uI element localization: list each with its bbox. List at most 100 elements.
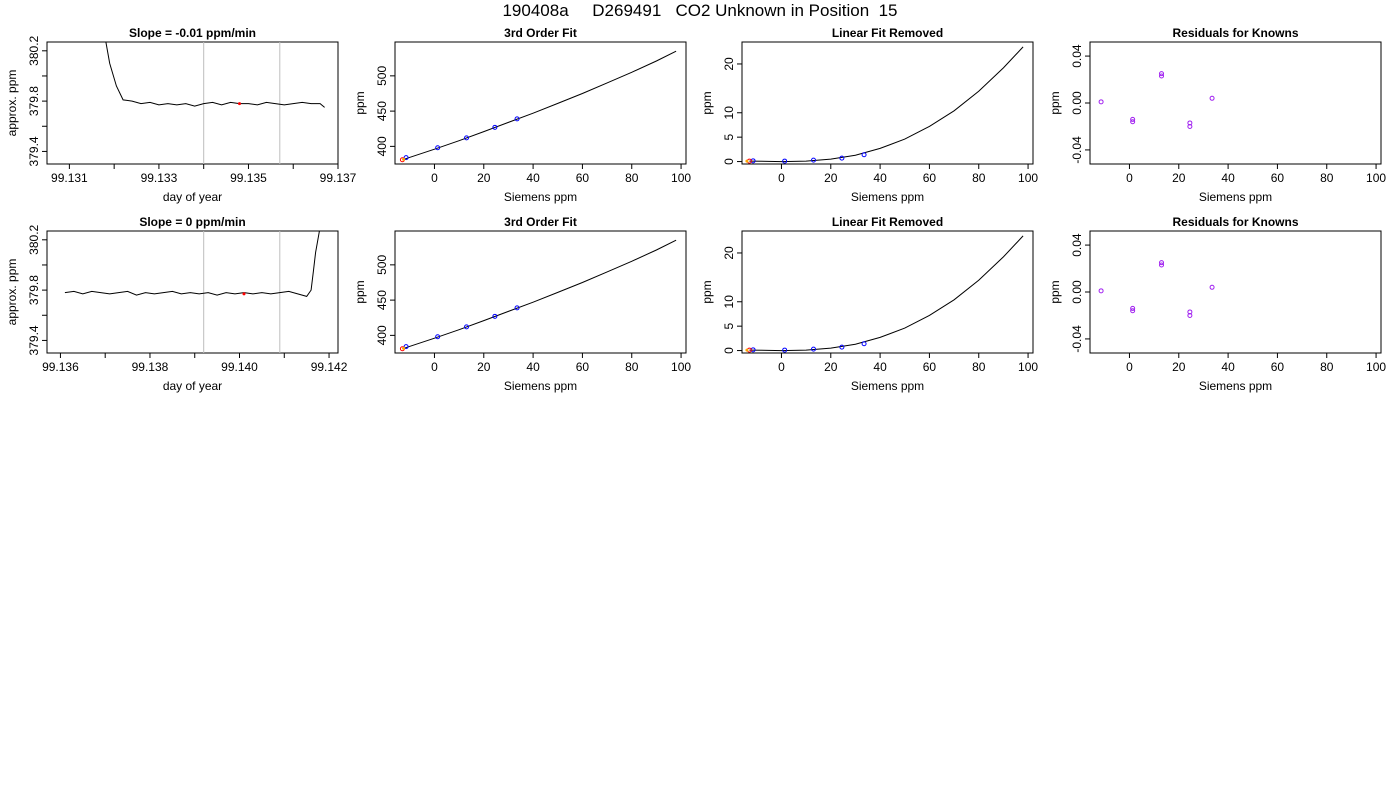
orange-point xyxy=(402,346,406,350)
y-tick-label: 5 xyxy=(722,323,736,330)
chart-panel: Slope = -0.01 ppm/min 99.131 99.133 99.135 9… xyxy=(5,26,357,204)
y-axis-label: approx. ppm xyxy=(5,70,19,137)
x-tick-label: 40 xyxy=(873,360,887,374)
orange-point xyxy=(402,157,406,161)
x-tick-label: 40 xyxy=(526,171,540,185)
y-tick-label: 10 xyxy=(722,106,736,120)
y-tick-label: 379.8 xyxy=(27,275,41,305)
x-tick-label: 40 xyxy=(1221,360,1235,374)
plot-content xyxy=(745,46,1024,164)
x-tick-label: 0 xyxy=(431,360,438,374)
known-point xyxy=(403,344,409,350)
known-point xyxy=(861,341,867,347)
known-point xyxy=(811,346,817,352)
page-title: 190408a D269491 CO2 Unknown in Position … xyxy=(502,1,898,20)
plot-frame xyxy=(394,230,687,354)
y-tick-label: -0.04 xyxy=(1070,325,1084,353)
residual-point xyxy=(1130,116,1136,122)
chart-title: Residuals for Knowns xyxy=(1172,215,1298,229)
known-point xyxy=(782,347,788,353)
plot-frame xyxy=(741,41,1034,165)
x-tick-label: 99.138 xyxy=(132,360,169,374)
y-tick-label: 0 xyxy=(722,158,736,165)
x-tick-label: 100 xyxy=(1018,360,1038,374)
known-point xyxy=(839,155,845,161)
x-tick-label: 100 xyxy=(1366,360,1386,374)
chart-title: Slope = -0.01 ppm/min xyxy=(129,26,256,40)
plot-frame xyxy=(46,41,339,165)
x-tick-label: 60 xyxy=(576,360,590,374)
plot-content xyxy=(745,235,1024,353)
known-point xyxy=(464,324,470,330)
x-tick-label: 40 xyxy=(526,360,540,374)
plot-content xyxy=(105,42,325,164)
orange-point xyxy=(745,348,749,352)
known-point xyxy=(403,155,409,161)
x-tick-label: 20 xyxy=(824,360,838,374)
x-tick-label: 100 xyxy=(671,360,691,374)
y-axis-label: approx. ppm xyxy=(5,259,19,326)
y-tick-label: 10 xyxy=(722,295,736,309)
x-tick-label: 100 xyxy=(1018,171,1038,185)
y-tick-label: 500 xyxy=(375,66,389,86)
x-tick-label: 99.131 xyxy=(51,171,88,185)
unknown-point xyxy=(238,102,242,106)
plot-content xyxy=(1098,260,1215,318)
residual-point xyxy=(1159,260,1165,266)
y-tick-label: 20 xyxy=(722,246,736,260)
x-axis-label: day of year xyxy=(163,379,222,393)
x-axis-label: Siemens ppm xyxy=(851,190,924,204)
y-tick-label: 500 xyxy=(375,255,389,275)
chart-title: Linear Fit Removed xyxy=(832,215,943,229)
x-tick-label: 99.135 xyxy=(230,171,267,185)
y-axis-label: ppm xyxy=(353,91,367,114)
x-tick-label: 0 xyxy=(1126,360,1133,374)
y-tick-label: 0 xyxy=(722,347,736,354)
y-tick-label: 380.2 xyxy=(27,224,41,254)
fit-curve xyxy=(402,50,677,161)
y-axis-label: ppm xyxy=(353,280,367,303)
x-tick-label: 100 xyxy=(1366,171,1386,185)
plot-frame xyxy=(1089,41,1382,165)
fit-curve xyxy=(749,46,1024,163)
plot-frame xyxy=(1089,230,1382,354)
residual-point xyxy=(1209,284,1215,290)
y-tick-label: 5 xyxy=(722,134,736,141)
chart-panel: Residuals for Knowns 0 20 40 60 80 100 -0.04 0.0… xyxy=(1048,26,1386,204)
plot-content xyxy=(399,239,677,352)
x-tick-label: 40 xyxy=(873,171,887,185)
residual-point xyxy=(1098,288,1104,294)
chart-panel: Slope = 0 ppm/min 99.136 99.138 99.140 99.14… xyxy=(5,215,348,393)
y-tick-label: 0.04 xyxy=(1070,44,1084,68)
known-point xyxy=(861,152,867,158)
chart-panel: Linear Fit Removed 0 20 40 60 80 100 0 5 10 20 Siem… xyxy=(700,26,1038,204)
plot-content xyxy=(1098,71,1215,129)
x-tick-label: 60 xyxy=(923,360,937,374)
y-tick-label: 0.00 xyxy=(1070,91,1084,115)
plot-frame xyxy=(741,230,1034,354)
y-tick-label: 400 xyxy=(375,325,389,345)
chart-title: 3rd Order Fit xyxy=(504,26,577,40)
plot-frame xyxy=(46,230,339,354)
x-tick-label: 80 xyxy=(625,360,639,374)
known-point xyxy=(492,124,498,130)
x-axis-label: Siemens ppm xyxy=(851,379,924,393)
y-tick-label: 379.4 xyxy=(27,136,41,166)
chart-title: Residuals for Knowns xyxy=(1172,26,1298,40)
x-axis-label: Siemens ppm xyxy=(1199,379,1272,393)
x-tick-label: 0 xyxy=(431,171,438,185)
residual-point xyxy=(1159,73,1165,79)
x-tick-label: 20 xyxy=(1172,360,1186,374)
y-tick-label: 20 xyxy=(722,57,736,71)
x-tick-label: 99.133 xyxy=(141,171,178,185)
x-tick-label: 80 xyxy=(625,171,639,185)
fit-curve xyxy=(749,235,1024,352)
x-tick-label: 0 xyxy=(778,171,785,185)
known-point xyxy=(492,313,498,319)
chart-panel: Linear Fit Removed 0 20 40 60 80 100 0 5 10 20 Siem… xyxy=(700,215,1038,393)
known-point xyxy=(811,157,817,163)
x-tick-label: 40 xyxy=(1221,171,1235,185)
x-tick-label: 80 xyxy=(1320,171,1334,185)
x-axis-label: Siemens ppm xyxy=(504,190,577,204)
y-tick-label: -0.04 xyxy=(1070,136,1084,164)
